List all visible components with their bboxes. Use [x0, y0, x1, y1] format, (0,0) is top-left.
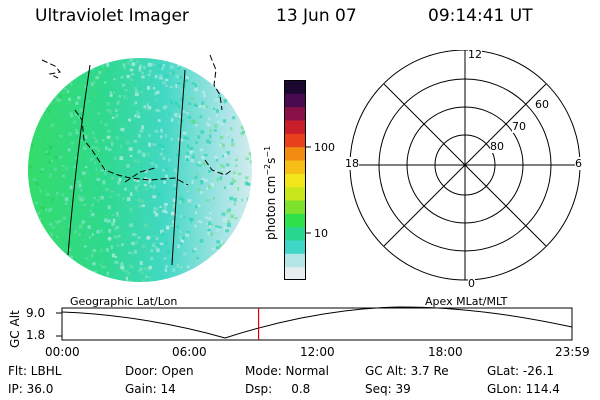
info-mode: Mode: Normal: [245, 364, 329, 378]
colorbar-segment: [284, 80, 306, 94]
colorbar-segment: [284, 146, 306, 161]
orbit-ytick-top: 9.0: [26, 306, 46, 320]
orbit-xtick: 00:00: [45, 345, 80, 359]
coastline: [41, 54, 233, 186]
orbit-xtick: 18:00: [428, 345, 463, 359]
mlat-label-60: 60: [535, 98, 549, 111]
geographic-grid-label: Geographic Lat/Lon: [70, 295, 178, 308]
colorbar-tick-label: 10: [314, 227, 328, 240]
info-door: Door: Open: [125, 364, 194, 378]
observation-date: 13 Jun 07: [276, 6, 357, 26]
colorbar-segment: [284, 213, 306, 228]
colorbar-tick-label: 100: [314, 141, 335, 154]
colorbar-ticks: [306, 146, 311, 234]
geo-meridian-line: [171, 69, 186, 266]
info-gain: Gain: 14: [125, 382, 176, 396]
apex-grid-label: Apex MLat/MLT: [425, 295, 508, 308]
info-glat: GLat: -26.1: [487, 364, 554, 378]
colorbar-segment: [284, 133, 306, 148]
info-seq: Seq: 39: [365, 382, 411, 396]
orbit-ytick-bottom: 1.8: [26, 328, 46, 342]
polar-mlat-mlt-grid: [349, 50, 581, 281]
colorbar-segment: [284, 226, 306, 241]
orbit-xtick: 12:00: [300, 345, 335, 359]
orbit-altitude-plot: [56, 306, 573, 341]
orbit-altitude-curve: [61, 306, 573, 339]
info-dsp: Dsp: 0.8: [245, 382, 311, 396]
colorbar-segment: [284, 253, 306, 268]
colorbar-segment: [284, 173, 306, 188]
orbit-xtick: 06:00: [172, 345, 207, 359]
mlt-label-0: 0: [468, 277, 475, 290]
auroral-image: [28, 58, 252, 282]
colorbar: [284, 80, 306, 281]
geo-meridian-line: [67, 64, 91, 256]
orbit-ylabel: GC Alt: [8, 310, 22, 348]
mlt-label-12: 12: [468, 48, 482, 61]
mlat-label-80: 80: [490, 140, 504, 153]
colorbar-segment: [284, 266, 306, 281]
colorbar-gradient: [284, 80, 306, 281]
info-gc-alt: GC Alt: 3.7 Re: [365, 364, 449, 378]
colorbar-segment: [284, 106, 306, 121]
info-ip: IP: 36.0: [8, 382, 54, 396]
orbit-plot-frame: [61, 307, 573, 341]
colorbar-segment: [284, 93, 306, 108]
observation-time: 09:14:41 UT: [428, 6, 533, 26]
mlat-label-70: 70: [512, 120, 526, 133]
mlt-label-18: 18: [345, 157, 359, 170]
instrument-title: Ultraviolet Imager: [35, 6, 189, 26]
info-filter: Flt: LBHL: [8, 364, 62, 378]
colorbar-segment: [284, 200, 306, 214]
colorbar-segment: [284, 120, 306, 134]
mlt-label-6: 6: [575, 157, 582, 170]
colorbar-unit-label: photon cm−2s−1: [263, 145, 278, 240]
orbit-xtick: 23:59: [555, 345, 590, 359]
colorbar-segment: [284, 160, 306, 174]
colorbar-segment: [284, 186, 306, 201]
polar-diagonal: [383, 83, 547, 247]
info-glon: GLon: 114.4: [487, 382, 560, 396]
colorbar-segment: [284, 240, 306, 254]
